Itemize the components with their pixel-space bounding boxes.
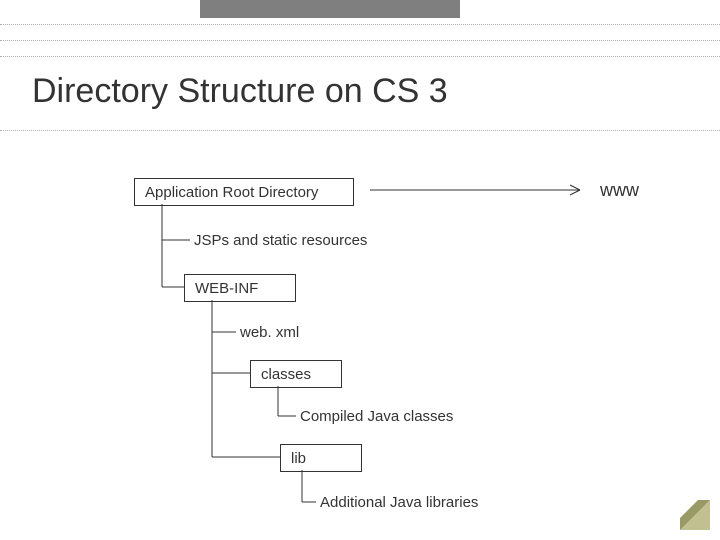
node-addl: Additional Java libraries: [320, 494, 478, 511]
node-jsps: JSPs and static resources: [194, 232, 367, 249]
slide-title: Directory Structure on CS 3: [32, 72, 448, 111]
node-classes-label: classes: [261, 366, 311, 383]
dotted-line: [0, 24, 720, 25]
node-webinf-label: WEB-INF: [195, 280, 258, 297]
node-root-label: Application Root Directory: [145, 184, 318, 201]
dotted-line: [0, 130, 720, 131]
node-lib: lib: [280, 444, 362, 472]
dotted-line: [0, 56, 720, 57]
node-webinf: WEB-INF: [184, 274, 296, 302]
node-root: Application Root Directory: [134, 178, 354, 206]
dotted-line: [0, 40, 720, 41]
www-label: www: [600, 180, 639, 201]
node-classes: classes: [250, 360, 342, 388]
node-webxml: web. xml: [240, 324, 299, 341]
top-bar: [200, 0, 460, 18]
node-compiled: Compiled Java classes: [300, 408, 453, 425]
corner-accent-icon: [680, 500, 710, 530]
node-lib-label: lib: [291, 450, 306, 467]
